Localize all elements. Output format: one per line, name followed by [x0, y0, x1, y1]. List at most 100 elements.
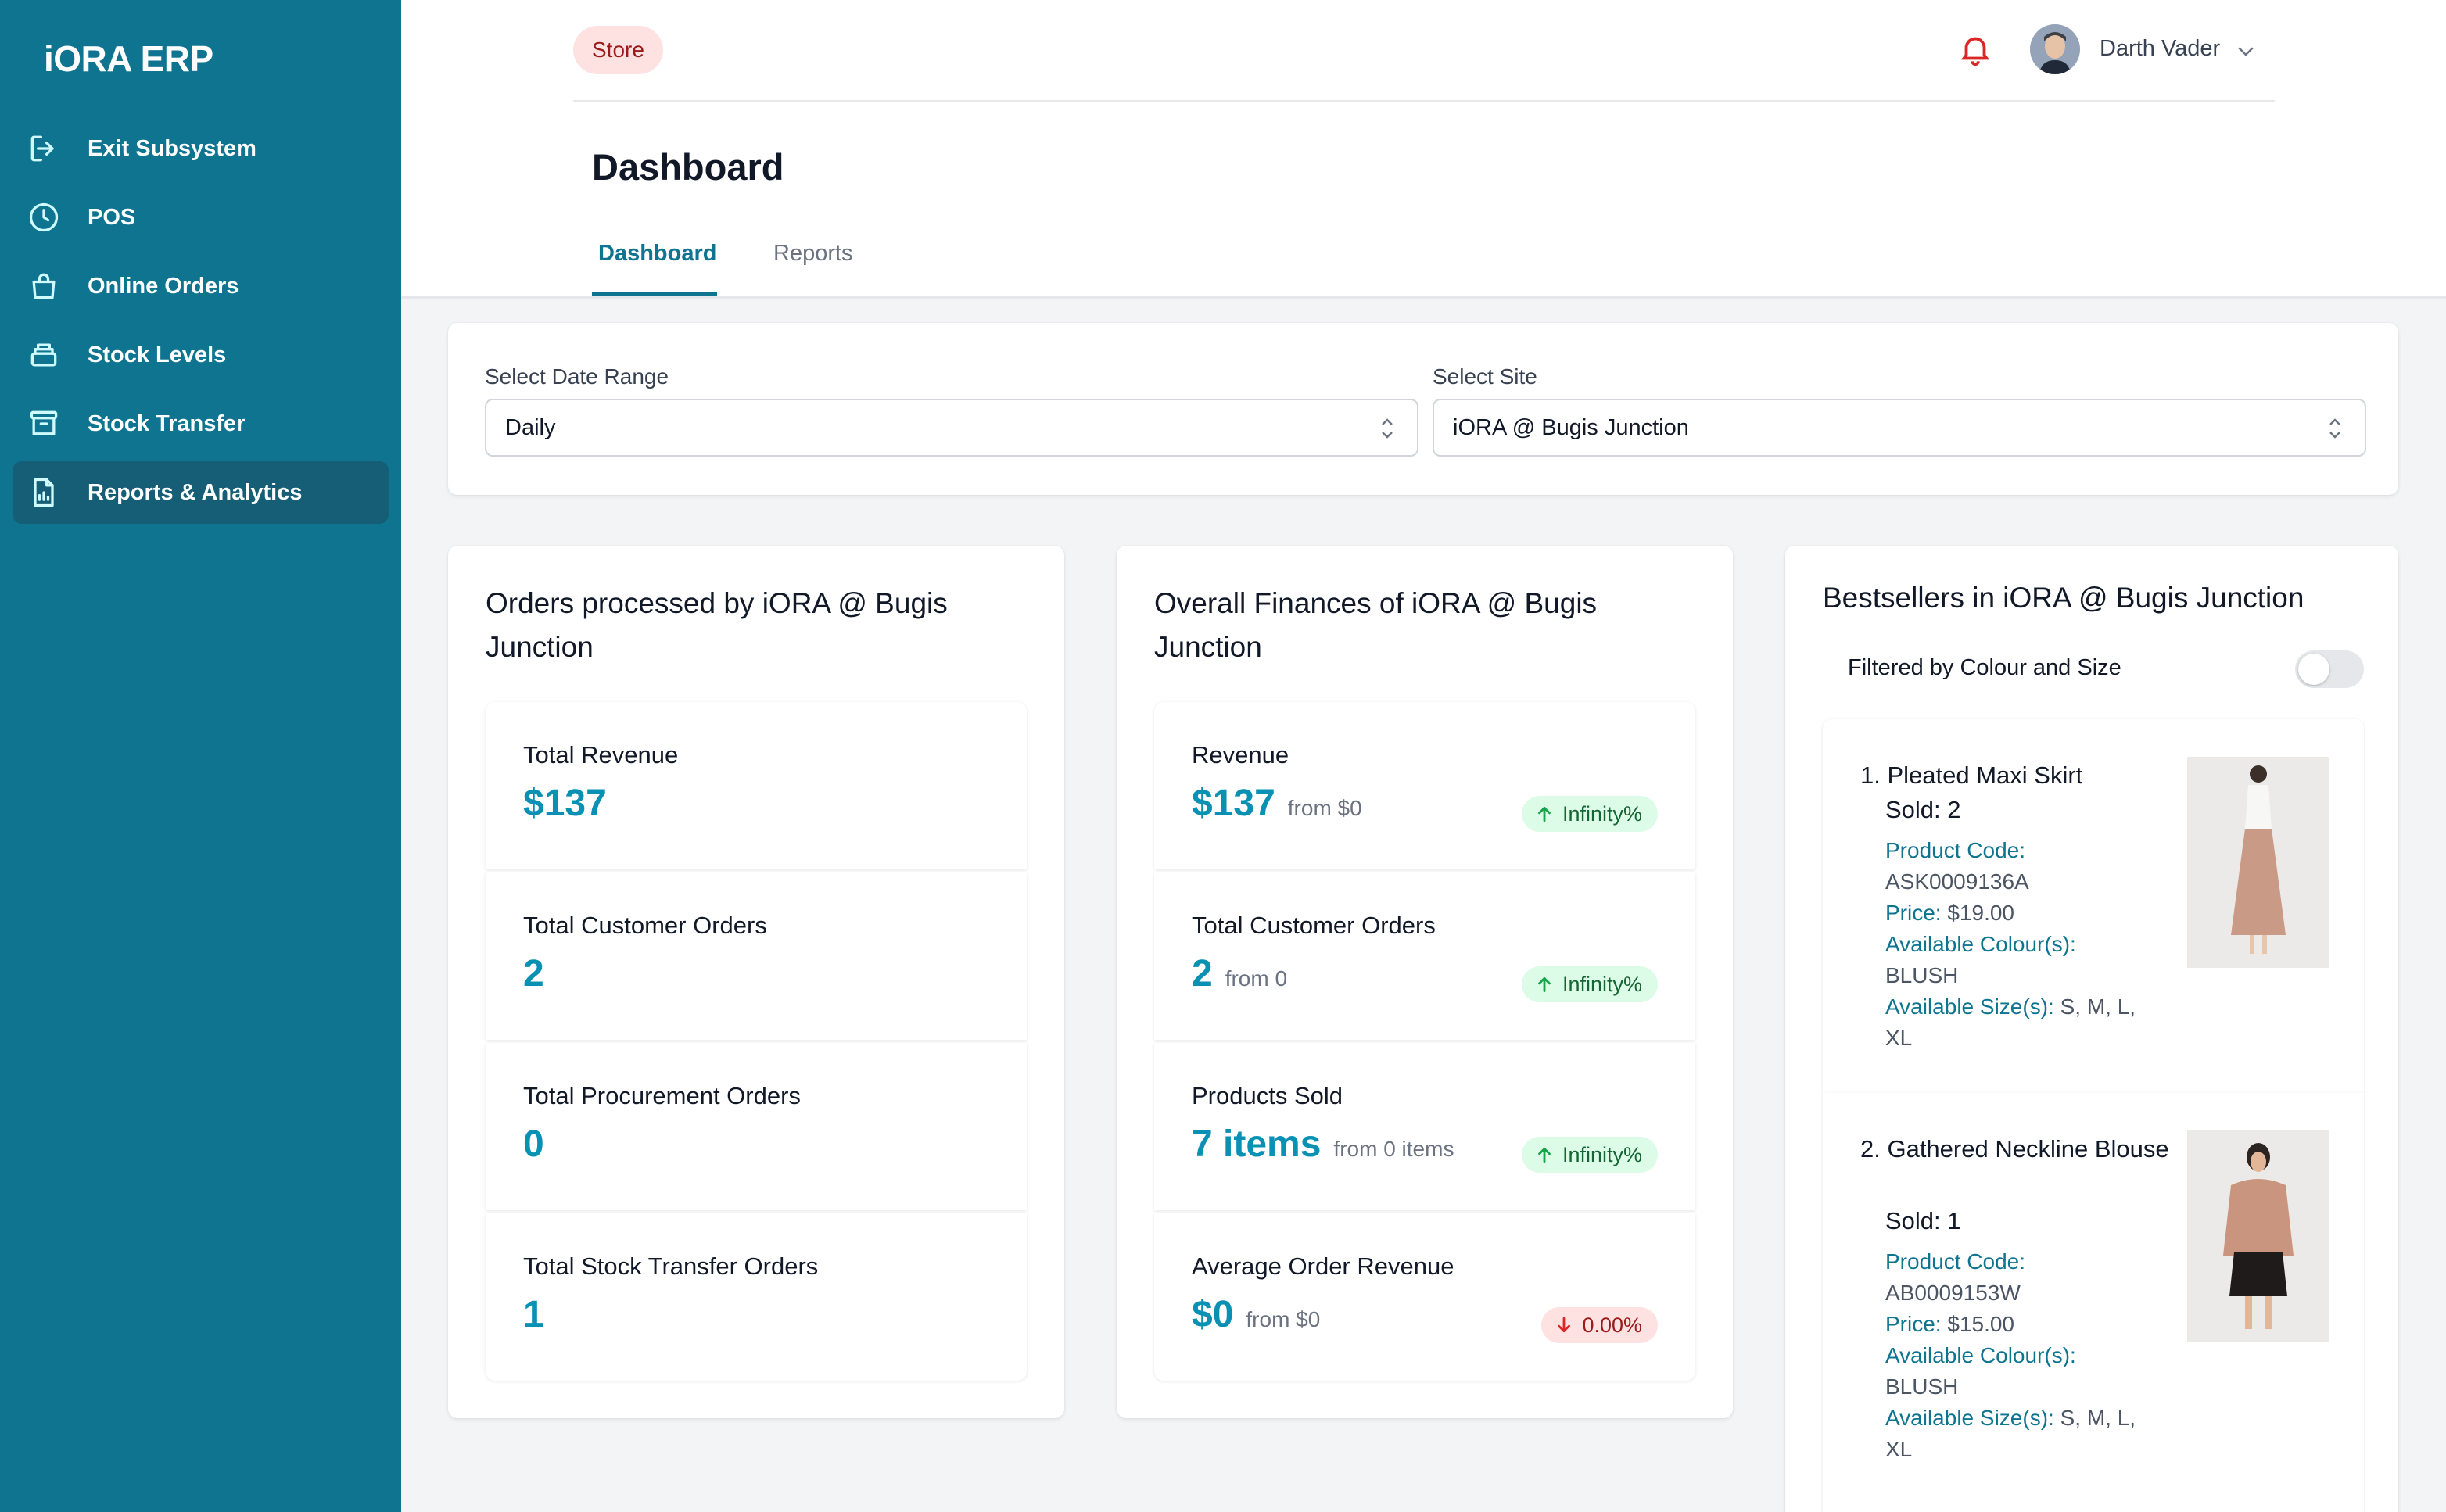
- change-value: Infinity%: [1562, 801, 1642, 826]
- arrow-down-icon: [1554, 1315, 1574, 1335]
- sidebar-item-label: Reports & Analytics: [88, 479, 303, 505]
- stat-label: Total Revenue: [523, 741, 679, 769]
- arrow-up-icon: [1534, 974, 1555, 994]
- bestseller-item[interactable]: 1. Pleated Maxi Skirt Sold: 2 Product Co…: [1823, 719, 2364, 1093]
- sidebar-item-exit-subsystem[interactable]: Exit Subsystem: [13, 117, 389, 180]
- colour-size-filter-toggle[interactable]: [2295, 650, 2364, 688]
- product-sizes: S, M, L,: [2060, 994, 2136, 1019]
- price-label: Price:: [1885, 1312, 1942, 1336]
- stat-label: Total Customer Orders: [523, 912, 767, 939]
- tab-dashboard[interactable]: Dashboard: [598, 241, 717, 266]
- product-details: Product Code: AB0009153W Price: $15.00 A…: [1885, 1246, 2167, 1465]
- stat-from: from $0: [1246, 1307, 1321, 1331]
- product-code-label: Product Code:: [1885, 1249, 2025, 1274]
- stat-value: $137 from $0: [1192, 782, 1362, 825]
- stat-label: Average Order Revenue: [1192, 1252, 1454, 1280]
- change-value: Infinity%: [1562, 1142, 1642, 1166]
- top-header: Store Darth Vader Dashboard Dashboard Re…: [401, 0, 2446, 299]
- stat-value-number: 7 items: [1192, 1123, 1322, 1165]
- tab-reports[interactable]: Reports: [773, 241, 853, 266]
- sizes-label: Available Size(s):: [1885, 994, 2054, 1019]
- user-name[interactable]: Darth Vader: [2100, 36, 2221, 61]
- arrow-up-icon: [1534, 1145, 1555, 1165]
- selector-icon: [2326, 414, 2344, 442]
- finance-stat-customer-orders: Total Customer Orders 2 from 0 Infinity%: [1154, 872, 1695, 1040]
- date-range-label: Select Date Range: [485, 364, 669, 389]
- stat-label: Revenue: [1192, 741, 1289, 769]
- product-image: [2187, 1130, 2329, 1342]
- product-image: [2187, 757, 2329, 968]
- product-sizes-wrap: XL: [1885, 1026, 1913, 1050]
- report-chart-icon: [27, 475, 61, 510]
- page-title: Dashboard: [592, 146, 784, 188]
- site-label: Select Site: [1433, 364, 1537, 389]
- orders-title-line2: Junction: [486, 631, 594, 663]
- finances-title-line1: Overall Finances of iORA @ Bugis: [1154, 587, 1598, 619]
- change-value: 0.00%: [1582, 1313, 1642, 1337]
- avatar[interactable]: [2030, 24, 2080, 74]
- sidebar-item-label: Stock Levels: [88, 342, 227, 367]
- sizes-label: Available Size(s):: [1885, 1406, 2054, 1430]
- archive-icon: [27, 407, 61, 441]
- sidebar-item-reports-analytics[interactable]: Reports & Analytics: [13, 461, 389, 524]
- bestsellers-card: Bestsellers in iORA @ Bugis Junction Fil…: [1785, 546, 2398, 1512]
- arrow-up-icon: [1534, 804, 1555, 824]
- sidebar-item-label: POS: [88, 204, 136, 230]
- change-badge: Infinity%: [1521, 966, 1658, 1002]
- notification-bell-icon[interactable]: [1957, 31, 1993, 67]
- stat-value: 2: [523, 953, 544, 994]
- site-value: iORA @ Bugis Junction: [1453, 414, 1689, 440]
- product-sold: Sold: 2: [1885, 796, 1961, 823]
- finances-card-title: Overall Finances of iORA @ Bugis Junctio…: [1154, 582, 1597, 669]
- stat-label: Total Procurement Orders: [523, 1082, 801, 1109]
- product-sizes: S, M, L,: [2060, 1406, 2136, 1430]
- stat-value: 1: [523, 1294, 544, 1335]
- toggle-knob: [2298, 654, 2329, 685]
- stat-label: Total Stock Transfer Orders: [523, 1252, 819, 1280]
- exit-icon: [27, 131, 61, 166]
- finance-stat-average-order-revenue: Average Order Revenue $0 from $0 0.00%: [1154, 1213, 1695, 1381]
- price-label: Price:: [1885, 901, 1942, 925]
- sidebar-item-online-orders[interactable]: Online Orders: [13, 255, 389, 317]
- change-badge: Infinity%: [1521, 1137, 1658, 1173]
- change-value: Infinity%: [1562, 972, 1642, 996]
- stat-value: 0: [523, 1123, 544, 1165]
- sidebar-item-label: Exit Subsystem: [88, 135, 256, 161]
- sidebar-item-pos[interactable]: POS: [13, 186, 389, 249]
- stat-value: $0 from $0: [1192, 1293, 1320, 1336]
- stat-value-number: $0: [1192, 1294, 1234, 1335]
- stack-icon: [27, 338, 61, 372]
- sidebar-item-label: Online Orders: [88, 273, 239, 299]
- product-sizes-wrap: XL: [1885, 1437, 1913, 1461]
- product-code-label: Product Code:: [1885, 838, 2025, 862]
- colours-label: Available Colour(s):: [1885, 1343, 2076, 1367]
- chevron-down-icon[interactable]: [2234, 39, 2258, 63]
- colours-label: Available Colour(s):: [1885, 932, 2076, 956]
- product-colours: BLUSH: [1885, 963, 1959, 987]
- stat-value: 7 items from 0 items: [1192, 1123, 1454, 1166]
- change-badge: 0.00%: [1541, 1307, 1658, 1343]
- product-code: AB0009153W: [1885, 1281, 2021, 1305]
- product-details: Product Code: ASK0009136A Price: $19.00 …: [1885, 835, 2167, 1054]
- product-colours: BLUSH: [1885, 1374, 1959, 1399]
- bestseller-item[interactable]: 2. Gathered Neckline Blouse Sold: 1 Prod…: [1823, 1093, 2364, 1512]
- stat-value-number: $137: [1192, 783, 1275, 824]
- stat-value-number: 2: [1192, 953, 1213, 994]
- orders-title-line1: Orders processed by iORA @ Bugis: [486, 587, 948, 619]
- sidebar: iORA ERP Exit Subsystem POS Online Order…: [0, 0, 401, 1512]
- product-name: 2. Gathered Neckline Blouse: [1860, 1135, 2169, 1163]
- stat-from: from $0: [1287, 796, 1362, 820]
- stat-value: $137: [523, 783, 607, 824]
- sidebar-item-stock-transfer[interactable]: Stock Transfer: [13, 392, 389, 455]
- product-code: ASK0009136A: [1885, 869, 2029, 894]
- header-divider: [573, 100, 2275, 102]
- date-range-value: Daily: [505, 414, 556, 440]
- sidebar-item-stock-levels[interactable]: Stock Levels: [13, 324, 389, 386]
- finance-stat-products-sold: Products Sold 7 items from 0 items Infini…: [1154, 1043, 1695, 1210]
- date-range-select[interactable]: Daily: [485, 399, 1418, 457]
- orders-card-title: Orders processed by iORA @ Bugis Junctio…: [486, 582, 948, 669]
- product-price: $15.00: [1947, 1312, 2014, 1336]
- site-select[interactable]: iORA @ Bugis Junction: [1433, 399, 2366, 457]
- store-badge: Store: [573, 26, 663, 74]
- product-name: 1. Pleated Maxi Skirt: [1860, 761, 2083, 789]
